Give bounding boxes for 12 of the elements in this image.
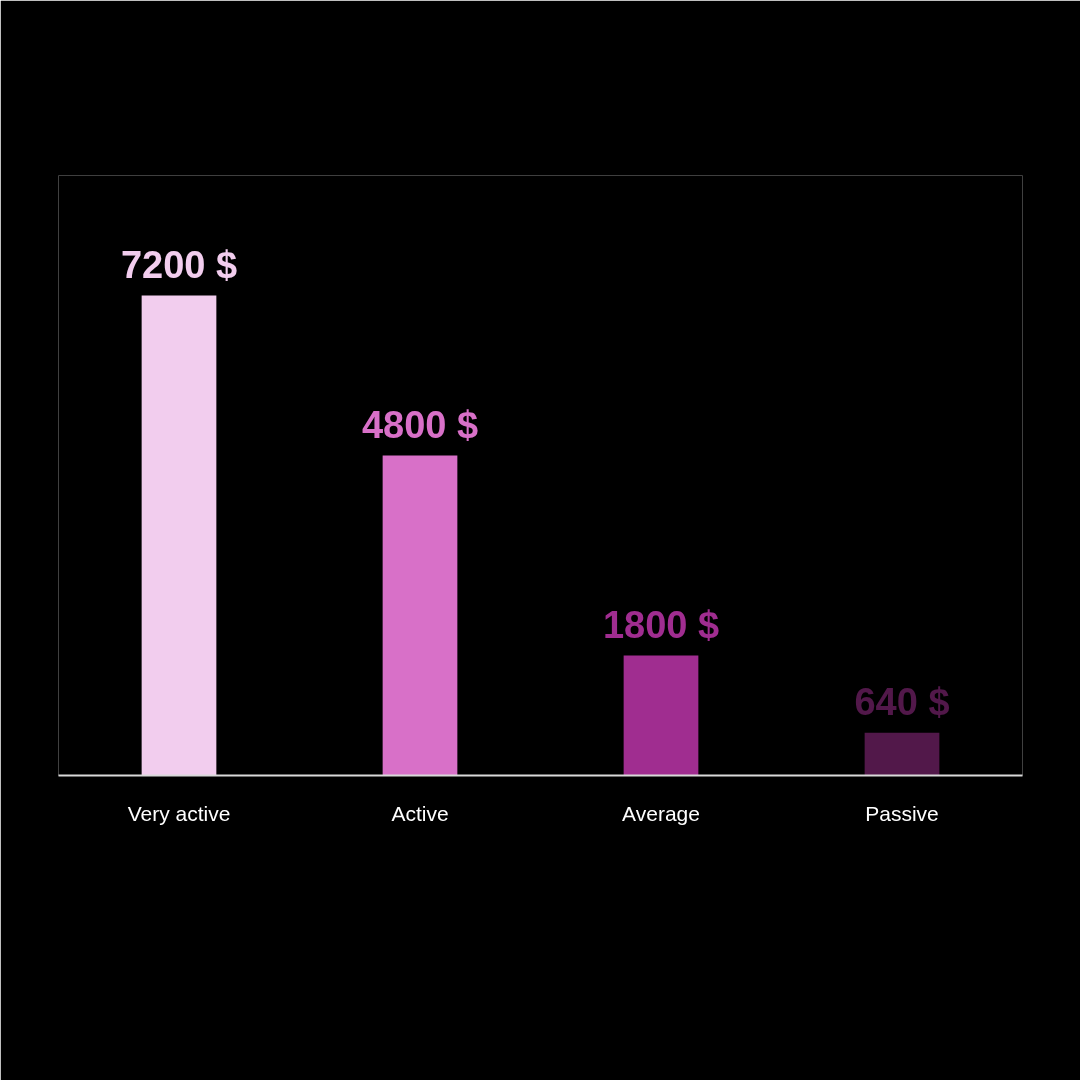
bar: [623, 655, 699, 776]
bar: [864, 732, 940, 776]
x-tick-label: Very active: [127, 801, 231, 825]
x-tick-label: Average: [622, 801, 700, 825]
data-label: 7200 $: [120, 243, 238, 286]
data-label: 4800 $: [361, 403, 479, 446]
data-label: 1800 $: [602, 603, 720, 646]
x-tick-label: Active: [391, 801, 449, 825]
data-label: 640 $: [854, 680, 950, 723]
bar: [141, 295, 217, 776]
x-tick-label: Passive: [865, 801, 939, 825]
bar: [382, 455, 458, 776]
